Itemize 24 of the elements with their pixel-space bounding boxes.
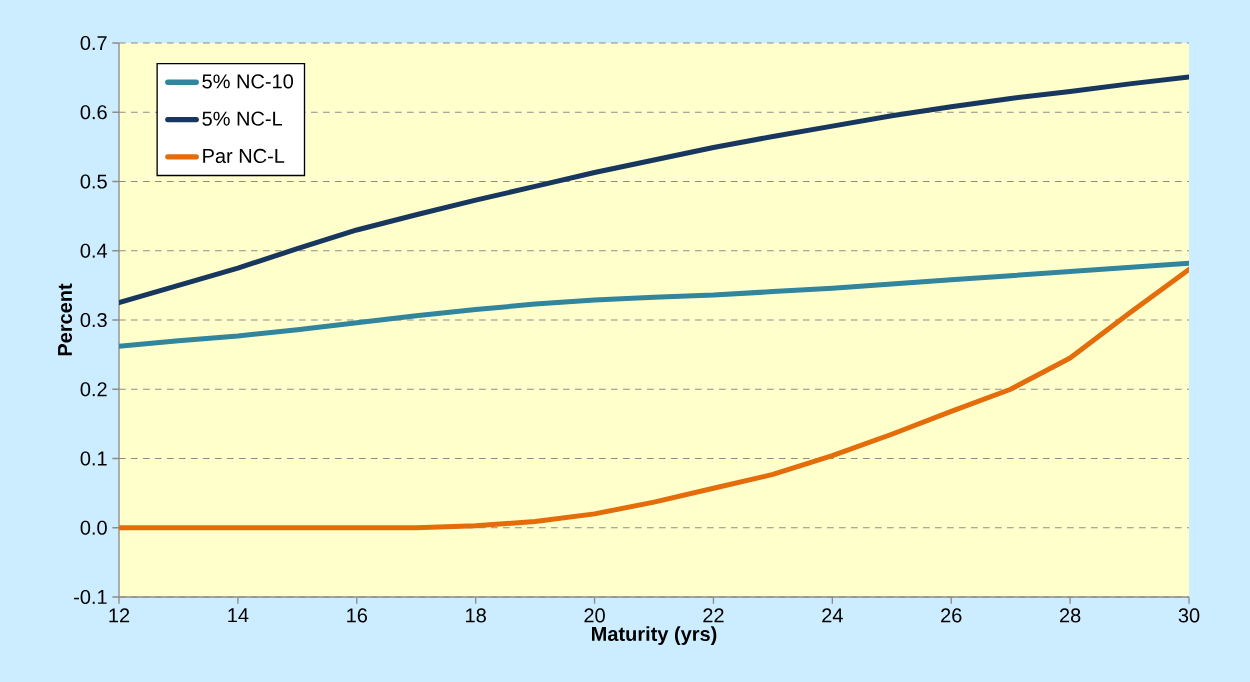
x-tick-label: 12: [109, 608, 130, 623]
y-tick-label: 0.4: [80, 243, 108, 258]
y-tick-label: 0.6: [80, 105, 107, 120]
x-tick-label: 22: [703, 608, 724, 623]
y-tick-label: 0.2: [80, 382, 107, 397]
x-tick-label: 16: [347, 608, 368, 623]
y-tick-label: 0.5: [80, 174, 107, 189]
x-tick-label: 24: [822, 608, 843, 623]
x-tick-label: 28: [1059, 608, 1081, 623]
y-tick-label: 0.3: [80, 312, 107, 328]
x-tick-label: 14: [228, 608, 249, 623]
y-tick-label: 0.7: [80, 35, 107, 51]
legend-label: 5% NC-L: [202, 111, 283, 126]
x-tick-label: 18: [466, 608, 486, 623]
legend-label: Par NC-L: [203, 148, 285, 164]
y-tick-label: -0.1: [74, 589, 107, 605]
legend-label: 5% NC-10: [202, 74, 294, 89]
y-tick-label: 0.0: [80, 520, 107, 535]
y-axis-title: Percent: [58, 283, 73, 356]
y-tick-label: 0.1: [80, 451, 107, 466]
x-tick-label: 20: [584, 608, 605, 623]
x-axis-title: Maturity (yrs): [592, 626, 717, 645]
x-tick-label: 26: [941, 608, 962, 623]
x-tick-label: 30: [1178, 608, 1200, 623]
